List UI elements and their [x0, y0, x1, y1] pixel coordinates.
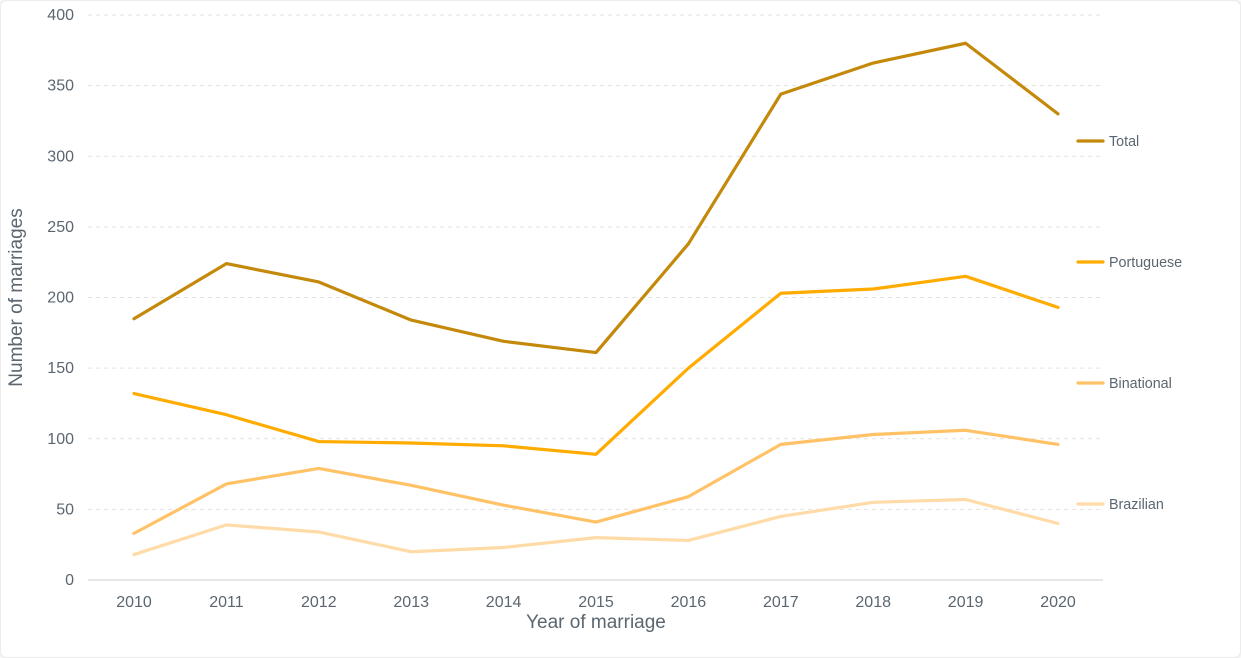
svg-text:Brazilian: Brazilian [1109, 497, 1164, 513]
svg-text:400: 400 [47, 7, 74, 24]
svg-text:Year of marriage: Year of marriage [526, 612, 666, 633]
svg-text:2020: 2020 [1040, 594, 1076, 611]
svg-text:0: 0 [65, 572, 74, 589]
svg-text:Binational: Binational [1109, 376, 1172, 392]
svg-text:150: 150 [47, 360, 74, 377]
svg-text:2018: 2018 [855, 594, 891, 611]
svg-text:200: 200 [47, 290, 74, 307]
svg-text:2019: 2019 [948, 594, 984, 611]
svg-text:Portuguese: Portuguese [1109, 255, 1182, 271]
svg-text:2016: 2016 [671, 594, 707, 611]
svg-text:250: 250 [47, 219, 74, 236]
svg-text:Number of marriages: Number of marriages [6, 208, 27, 386]
svg-text:2011: 2011 [209, 594, 244, 611]
svg-text:2013: 2013 [393, 594, 429, 611]
svg-text:300: 300 [47, 148, 74, 165]
svg-text:2014: 2014 [486, 594, 522, 611]
svg-text:350: 350 [47, 78, 74, 95]
svg-text:100: 100 [47, 431, 74, 448]
svg-text:2017: 2017 [763, 594, 799, 611]
svg-text:2010: 2010 [116, 594, 152, 611]
svg-text:2015: 2015 [578, 594, 614, 611]
svg-text:50: 50 [56, 501, 74, 518]
svg-text:Total: Total [1109, 134, 1139, 150]
svg-text:2012: 2012 [301, 594, 337, 611]
